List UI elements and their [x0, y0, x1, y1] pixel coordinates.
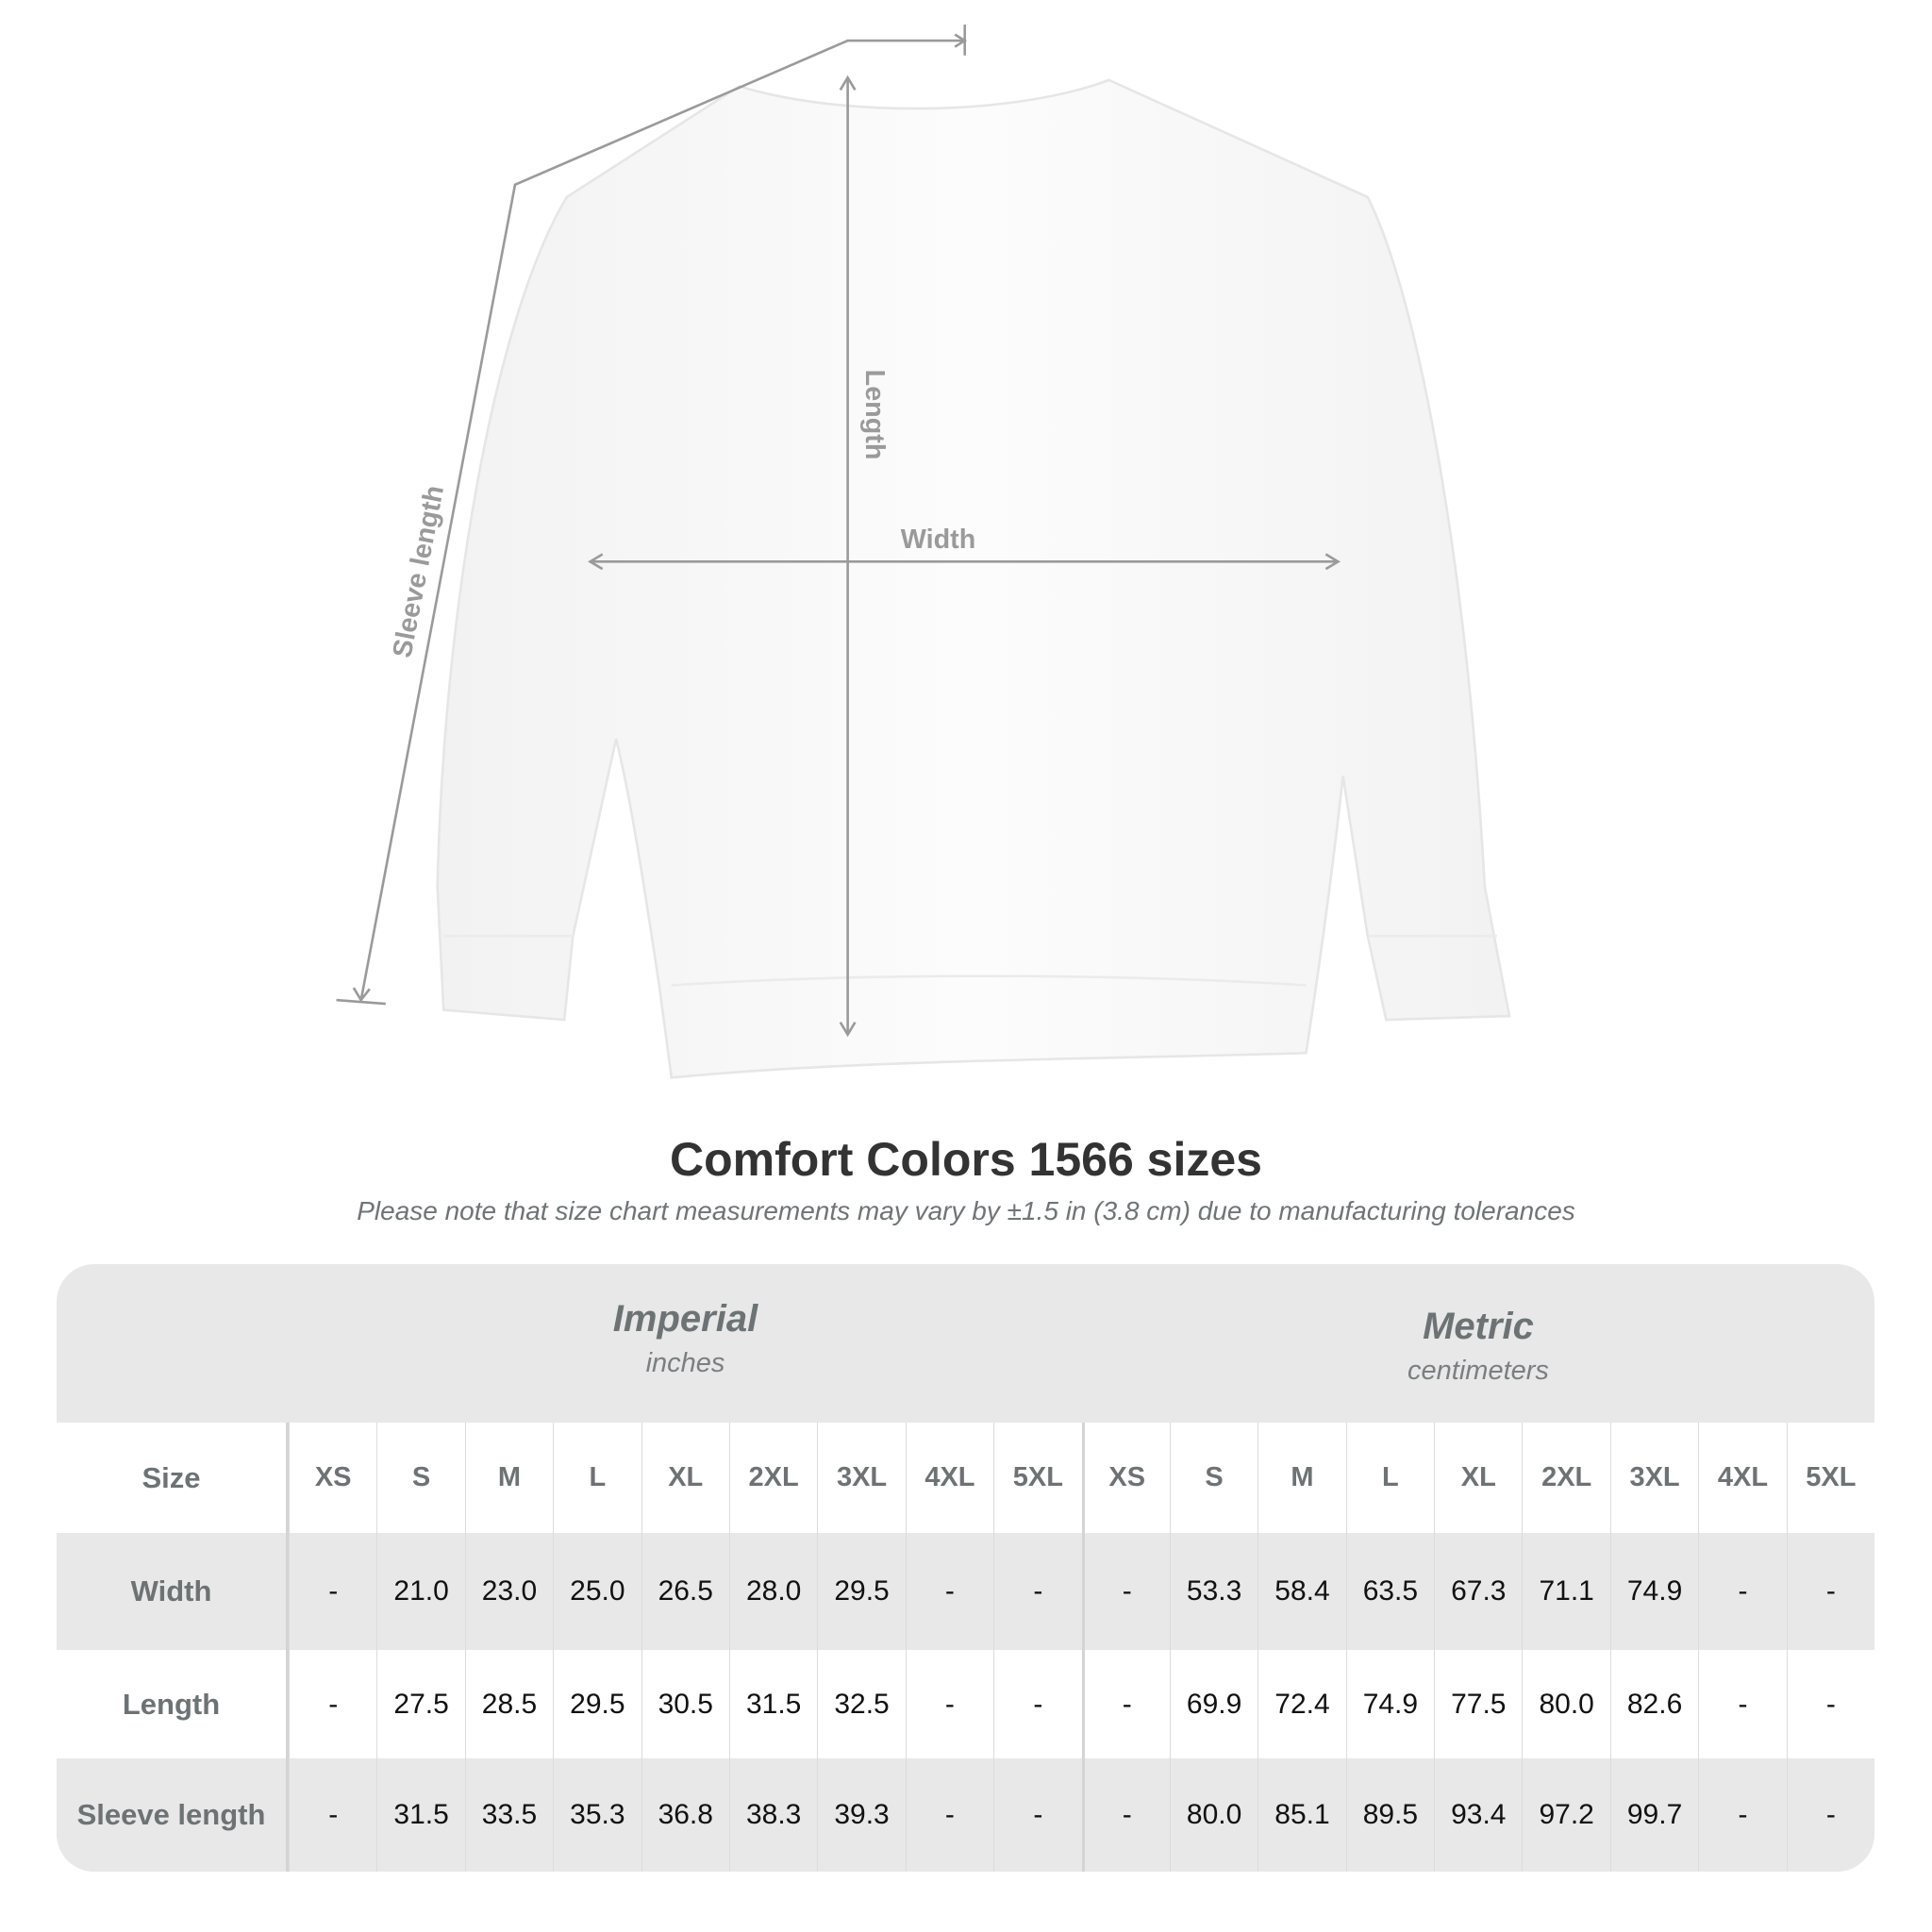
table-cell: - — [993, 1758, 1081, 1872]
table-cell: - — [993, 1533, 1081, 1650]
size-column-header: 4XL — [905, 1423, 993, 1533]
size-column-header: S — [1169, 1423, 1257, 1533]
table-row: Length -27.5 28.5 29.5 30.5 31.5 32.5- - -69.9 72… — [57, 1650, 1874, 1758]
row-label: Width — [57, 1533, 289, 1650]
table-cell: 85.1 — [1257, 1758, 1345, 1872]
size-column-header: XL — [1434, 1423, 1522, 1533]
sweatshirt-diagram: Sleeve length Length Width — [336, 25, 1511, 1079]
size-column-header: M — [1257, 1423, 1345, 1533]
table-cell: 71.1 — [1522, 1533, 1609, 1650]
table-cell: 82.6 — [1609, 1650, 1698, 1758]
table-cell: 89.5 — [1345, 1758, 1434, 1872]
size-column-header: XS — [1081, 1423, 1170, 1533]
table-cell: 21.0 — [376, 1533, 464, 1650]
size-column-header: 2XL — [728, 1423, 817, 1533]
table-cell: 39.3 — [817, 1758, 905, 1872]
table-row: Width -21.0 23.0 25.0 26.5 28.0 29.5- - -53.3 58.… — [57, 1533, 1874, 1650]
table-cell: 38.3 — [728, 1758, 817, 1872]
size-column-header: XL — [641, 1423, 729, 1533]
table-cell: 31.5 — [376, 1758, 464, 1872]
table-cell: - — [1698, 1758, 1786, 1872]
table-cell: 63.5 — [1345, 1533, 1434, 1650]
table-cell: 33.5 — [464, 1758, 553, 1872]
table-cell: 32.5 — [817, 1650, 905, 1758]
sweatshirt-body — [436, 78, 1511, 1079]
tolerance-note: Please note that size chart measurements… — [357, 1196, 1575, 1225]
size-column-header: L — [1345, 1423, 1434, 1533]
size-column-header: XS — [289, 1423, 376, 1533]
table-cell: 74.9 — [1609, 1533, 1698, 1650]
size-table: Imperial inches Metric centimeters Size X… — [57, 1264, 1874, 1872]
size-column-header: S — [376, 1423, 464, 1533]
row-label: Length — [57, 1650, 289, 1758]
table-cell: - — [1698, 1650, 1786, 1758]
table-cell: - — [905, 1650, 993, 1758]
table-cell: 36.8 — [641, 1758, 729, 1872]
table-cell: 58.4 — [1257, 1533, 1345, 1650]
table-cell: - — [1786, 1650, 1874, 1758]
table-cell: 93.4 — [1434, 1758, 1522, 1872]
chart-title: Comfort Colors 1566 sizes — [670, 1133, 1262, 1186]
size-column-header: 2XL — [1522, 1423, 1609, 1533]
table-cell: 99.7 — [1609, 1758, 1698, 1872]
size-column-header: 3XL — [817, 1423, 905, 1533]
table-row: Sleeve length -31.5 33.5 35.3 36.8 38.3 39.3- -… — [57, 1758, 1874, 1872]
table-cell: 31.5 — [728, 1650, 817, 1758]
table-cell: 69.9 — [1169, 1650, 1257, 1758]
metric-title: Metric — [1423, 1306, 1534, 1347]
table-cell: 28.0 — [728, 1533, 817, 1650]
table-cell: 53.3 — [1169, 1533, 1257, 1650]
table-cell: 27.5 — [376, 1650, 464, 1758]
imperial-unit: inches — [645, 1348, 725, 1378]
table-cell: 74.9 — [1345, 1650, 1434, 1758]
table-cell: 23.0 — [464, 1533, 553, 1650]
size-column-header: 5XL — [993, 1423, 1081, 1533]
table-cell: - — [289, 1650, 376, 1758]
table-cell: - — [1081, 1650, 1170, 1758]
table-cell: 97.2 — [1522, 1758, 1609, 1872]
table-cell: - — [1698, 1533, 1786, 1650]
sleeve-length-label: Sleeve length — [387, 483, 450, 660]
imperial-title: Imperial — [612, 1298, 758, 1340]
size-column-header: M — [464, 1423, 553, 1533]
metric-header: Metric centimeters — [1082, 1264, 1874, 1423]
size-column-header: 4XL — [1698, 1423, 1786, 1533]
length-label: Length — [859, 370, 890, 460]
size-column-header: L — [553, 1423, 641, 1533]
table-cell: - — [289, 1533, 376, 1650]
table-cell: 28.5 — [464, 1650, 553, 1758]
table-cell: - — [289, 1758, 376, 1872]
table-cell: 80.0 — [1522, 1650, 1609, 1758]
size-column-header: 3XL — [1609, 1423, 1698, 1533]
table-cell: - — [905, 1758, 993, 1872]
table-cell: 77.5 — [1434, 1650, 1522, 1758]
table-cell: 26.5 — [641, 1533, 729, 1650]
table-cell: 29.5 — [817, 1533, 905, 1650]
table-cell: 80.0 — [1169, 1758, 1257, 1872]
table-cell: 29.5 — [553, 1650, 641, 1758]
length-measure-line — [839, 75, 857, 1038]
imperial-header: Imperial inches — [289, 1264, 1082, 1423]
table-cell: 67.3 — [1434, 1533, 1522, 1650]
table-cell: - — [1081, 1758, 1170, 1872]
table-cell: - — [993, 1650, 1081, 1758]
table-cell: - — [1786, 1758, 1874, 1872]
width-measure-line — [588, 553, 1341, 571]
size-column-header: 5XL — [1786, 1423, 1874, 1533]
row-label: Sleeve length — [57, 1758, 289, 1872]
table-cell: - — [1081, 1533, 1170, 1650]
table-cell: 25.0 — [553, 1533, 641, 1650]
size-row: Size XS S M L XL 2XL 3XL 4XL 5XL XS S M L XL 2XL 3XL 4XL 5… — [57, 1423, 1874, 1533]
size-header: Size — [57, 1423, 289, 1533]
table-cell: - — [905, 1533, 993, 1650]
table-cell: - — [1786, 1533, 1874, 1650]
width-label: Width — [901, 525, 976, 555]
table-cell: 35.3 — [553, 1758, 641, 1872]
table-cell: 72.4 — [1257, 1650, 1345, 1758]
metric-unit: centimeters — [1407, 1356, 1549, 1386]
table-cell: 30.5 — [641, 1650, 729, 1758]
